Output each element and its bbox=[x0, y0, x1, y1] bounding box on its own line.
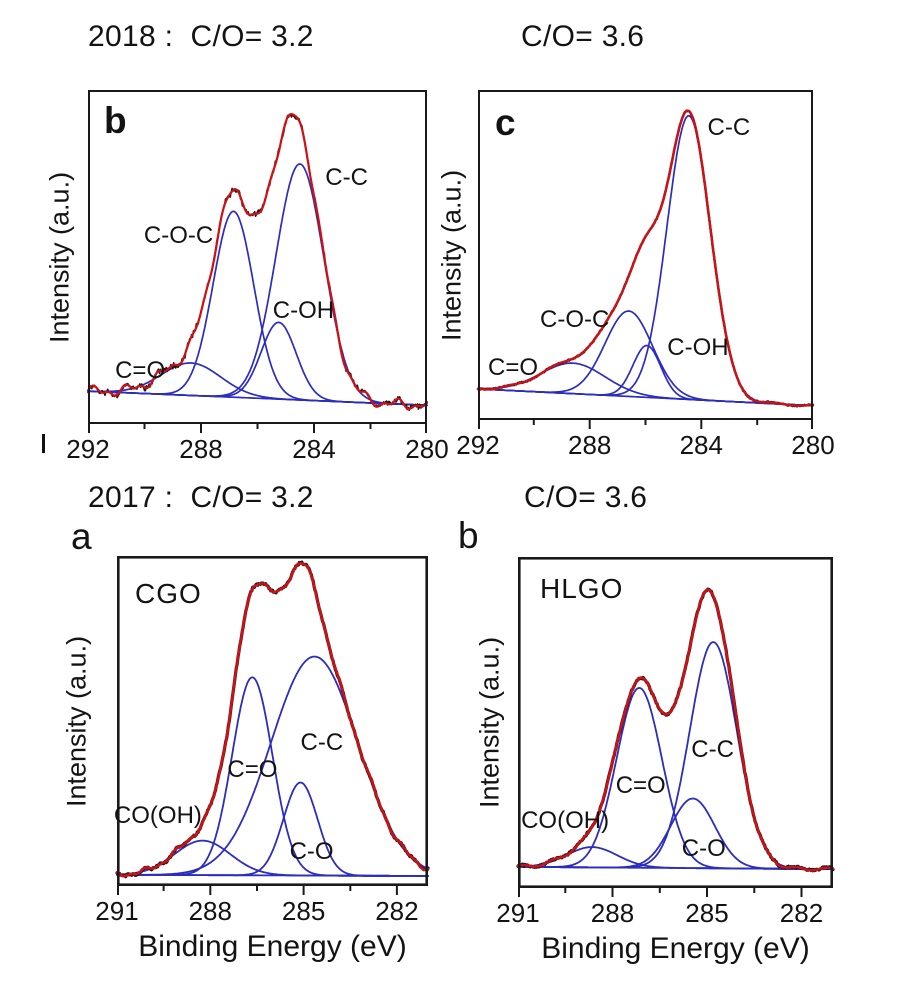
peak-label-C-O: C-O bbox=[289, 838, 334, 866]
fit-envelope-curve bbox=[86, 113, 429, 411]
baseline-curve bbox=[517, 865, 834, 871]
x-tick-label: 282 bbox=[779, 898, 824, 928]
x-tick-label: 280 bbox=[405, 434, 449, 464]
component-curve-C=O bbox=[517, 687, 834, 871]
peak-label-CO(OH): CO(OH) bbox=[113, 801, 202, 829]
xps-panel-2017-b-hlgo: b Intensity (a.u.) HLGO Binding Energy (… bbox=[458, 517, 835, 965]
x-tick-label: 288 bbox=[567, 430, 612, 460]
x-tick-label: 291 bbox=[95, 896, 139, 926]
peak-label-C-C: C-C bbox=[325, 163, 368, 191]
spectrum-plot bbox=[115, 555, 430, 895]
plot-frame bbox=[478, 90, 813, 420]
row2-left-title: 2017 : C/O= 3.2 bbox=[88, 481, 314, 514]
x-tick-label: 288 bbox=[179, 434, 223, 464]
spectrum-plot bbox=[476, 90, 815, 429]
plot-frame bbox=[517, 556, 833, 888]
x-tick-label: 280 bbox=[791, 430, 835, 460]
baseline-curve bbox=[477, 388, 814, 407]
x-tick-label: 292 bbox=[66, 434, 110, 464]
panel-letter: b bbox=[458, 515, 479, 556]
row1-left-title: 2018 : C/O= 3.2 bbox=[88, 20, 314, 53]
xps-panel-2017-a-cgo: a Intensity (a.u.) CGO Binding Energy (e… bbox=[62, 518, 430, 963]
x-tick-label: 284 bbox=[679, 430, 723, 460]
peak-label-C-C: C-C bbox=[707, 113, 751, 141]
panel-letter: b bbox=[104, 100, 127, 141]
peak-label-C-C: C-C bbox=[300, 729, 344, 757]
component-curve-C-C bbox=[517, 641, 834, 871]
peak-label-C=O: C=O bbox=[115, 357, 166, 385]
peak-label-C-O-C: C-O-C bbox=[143, 221, 214, 249]
y-axis-label: Intensity (a.u.) bbox=[61, 635, 92, 807]
x-tick-label: 284 bbox=[292, 434, 336, 464]
sample-label: CGO bbox=[135, 578, 202, 609]
fit-envelope-curve bbox=[115, 562, 430, 878]
component-curve-CO(OH) bbox=[116, 839, 429, 877]
plot-frame bbox=[116, 555, 428, 886]
peak-label-CO(OH): CO(OH) bbox=[521, 806, 610, 834]
spectrum-plot bbox=[86, 90, 429, 433]
x-tick-label: 282 bbox=[375, 896, 419, 926]
x-tick-label: 288 bbox=[590, 898, 635, 928]
xps-panel-2018-c: c Intensity (a.u.) 292 288 284 280 C=O C-O-C C… bbox=[437, 90, 835, 460]
peak-label-C-OH: C-OH bbox=[667, 334, 729, 362]
fit-envelope-curve bbox=[516, 588, 835, 872]
baseline-curve bbox=[87, 390, 428, 407]
peak-label-C-O: C-O bbox=[681, 835, 726, 862]
plot-frame bbox=[88, 90, 427, 424]
baseline-curve bbox=[116, 873, 429, 877]
sample-label: HLGO bbox=[540, 573, 624, 604]
peak-label-C=O: C=O bbox=[227, 755, 278, 783]
peak-label-C-C: C-C bbox=[691, 735, 734, 763]
x-tick-label: 288 bbox=[188, 896, 232, 926]
x-tick-label: 292 bbox=[456, 430, 500, 460]
panel-letter: a bbox=[71, 516, 92, 557]
y-axis-label: Intensity (a.u.) bbox=[474, 636, 505, 809]
x-axis-label: Binding Energy (eV) bbox=[138, 930, 407, 963]
peak-label-C=O: C=O bbox=[488, 354, 539, 381]
panel-letter: c bbox=[495, 102, 516, 143]
x-tick-label: 285 bbox=[685, 898, 729, 928]
peak-label-C=O: C=O bbox=[615, 772, 666, 800]
xps-panel-2018-b: b Intensity (a.u.) 292 288 284 280 C=O C-O-C C… bbox=[45, 90, 449, 464]
x-axis-label: Binding Energy (eV) bbox=[541, 932, 810, 965]
fit-envelope-curve bbox=[476, 109, 815, 407]
peak-label-C-OH: C-OH bbox=[272, 297, 335, 325]
peak-label-C-O-C: C-O-C bbox=[540, 306, 610, 334]
x-tick-label: 291 bbox=[496, 898, 540, 928]
y-axis-label: Intensity (a.u.) bbox=[44, 171, 75, 343]
spectrum-plot bbox=[516, 556, 835, 897]
x-tick-label: 285 bbox=[281, 896, 326, 926]
crop-artifact-mark bbox=[42, 434, 45, 453]
y-axis-label: Intensity (a.u.) bbox=[436, 169, 467, 341]
row2-right-title: C/O= 3.6 bbox=[524, 481, 648, 514]
row1-right-title: C/O= 3.6 bbox=[521, 20, 645, 53]
